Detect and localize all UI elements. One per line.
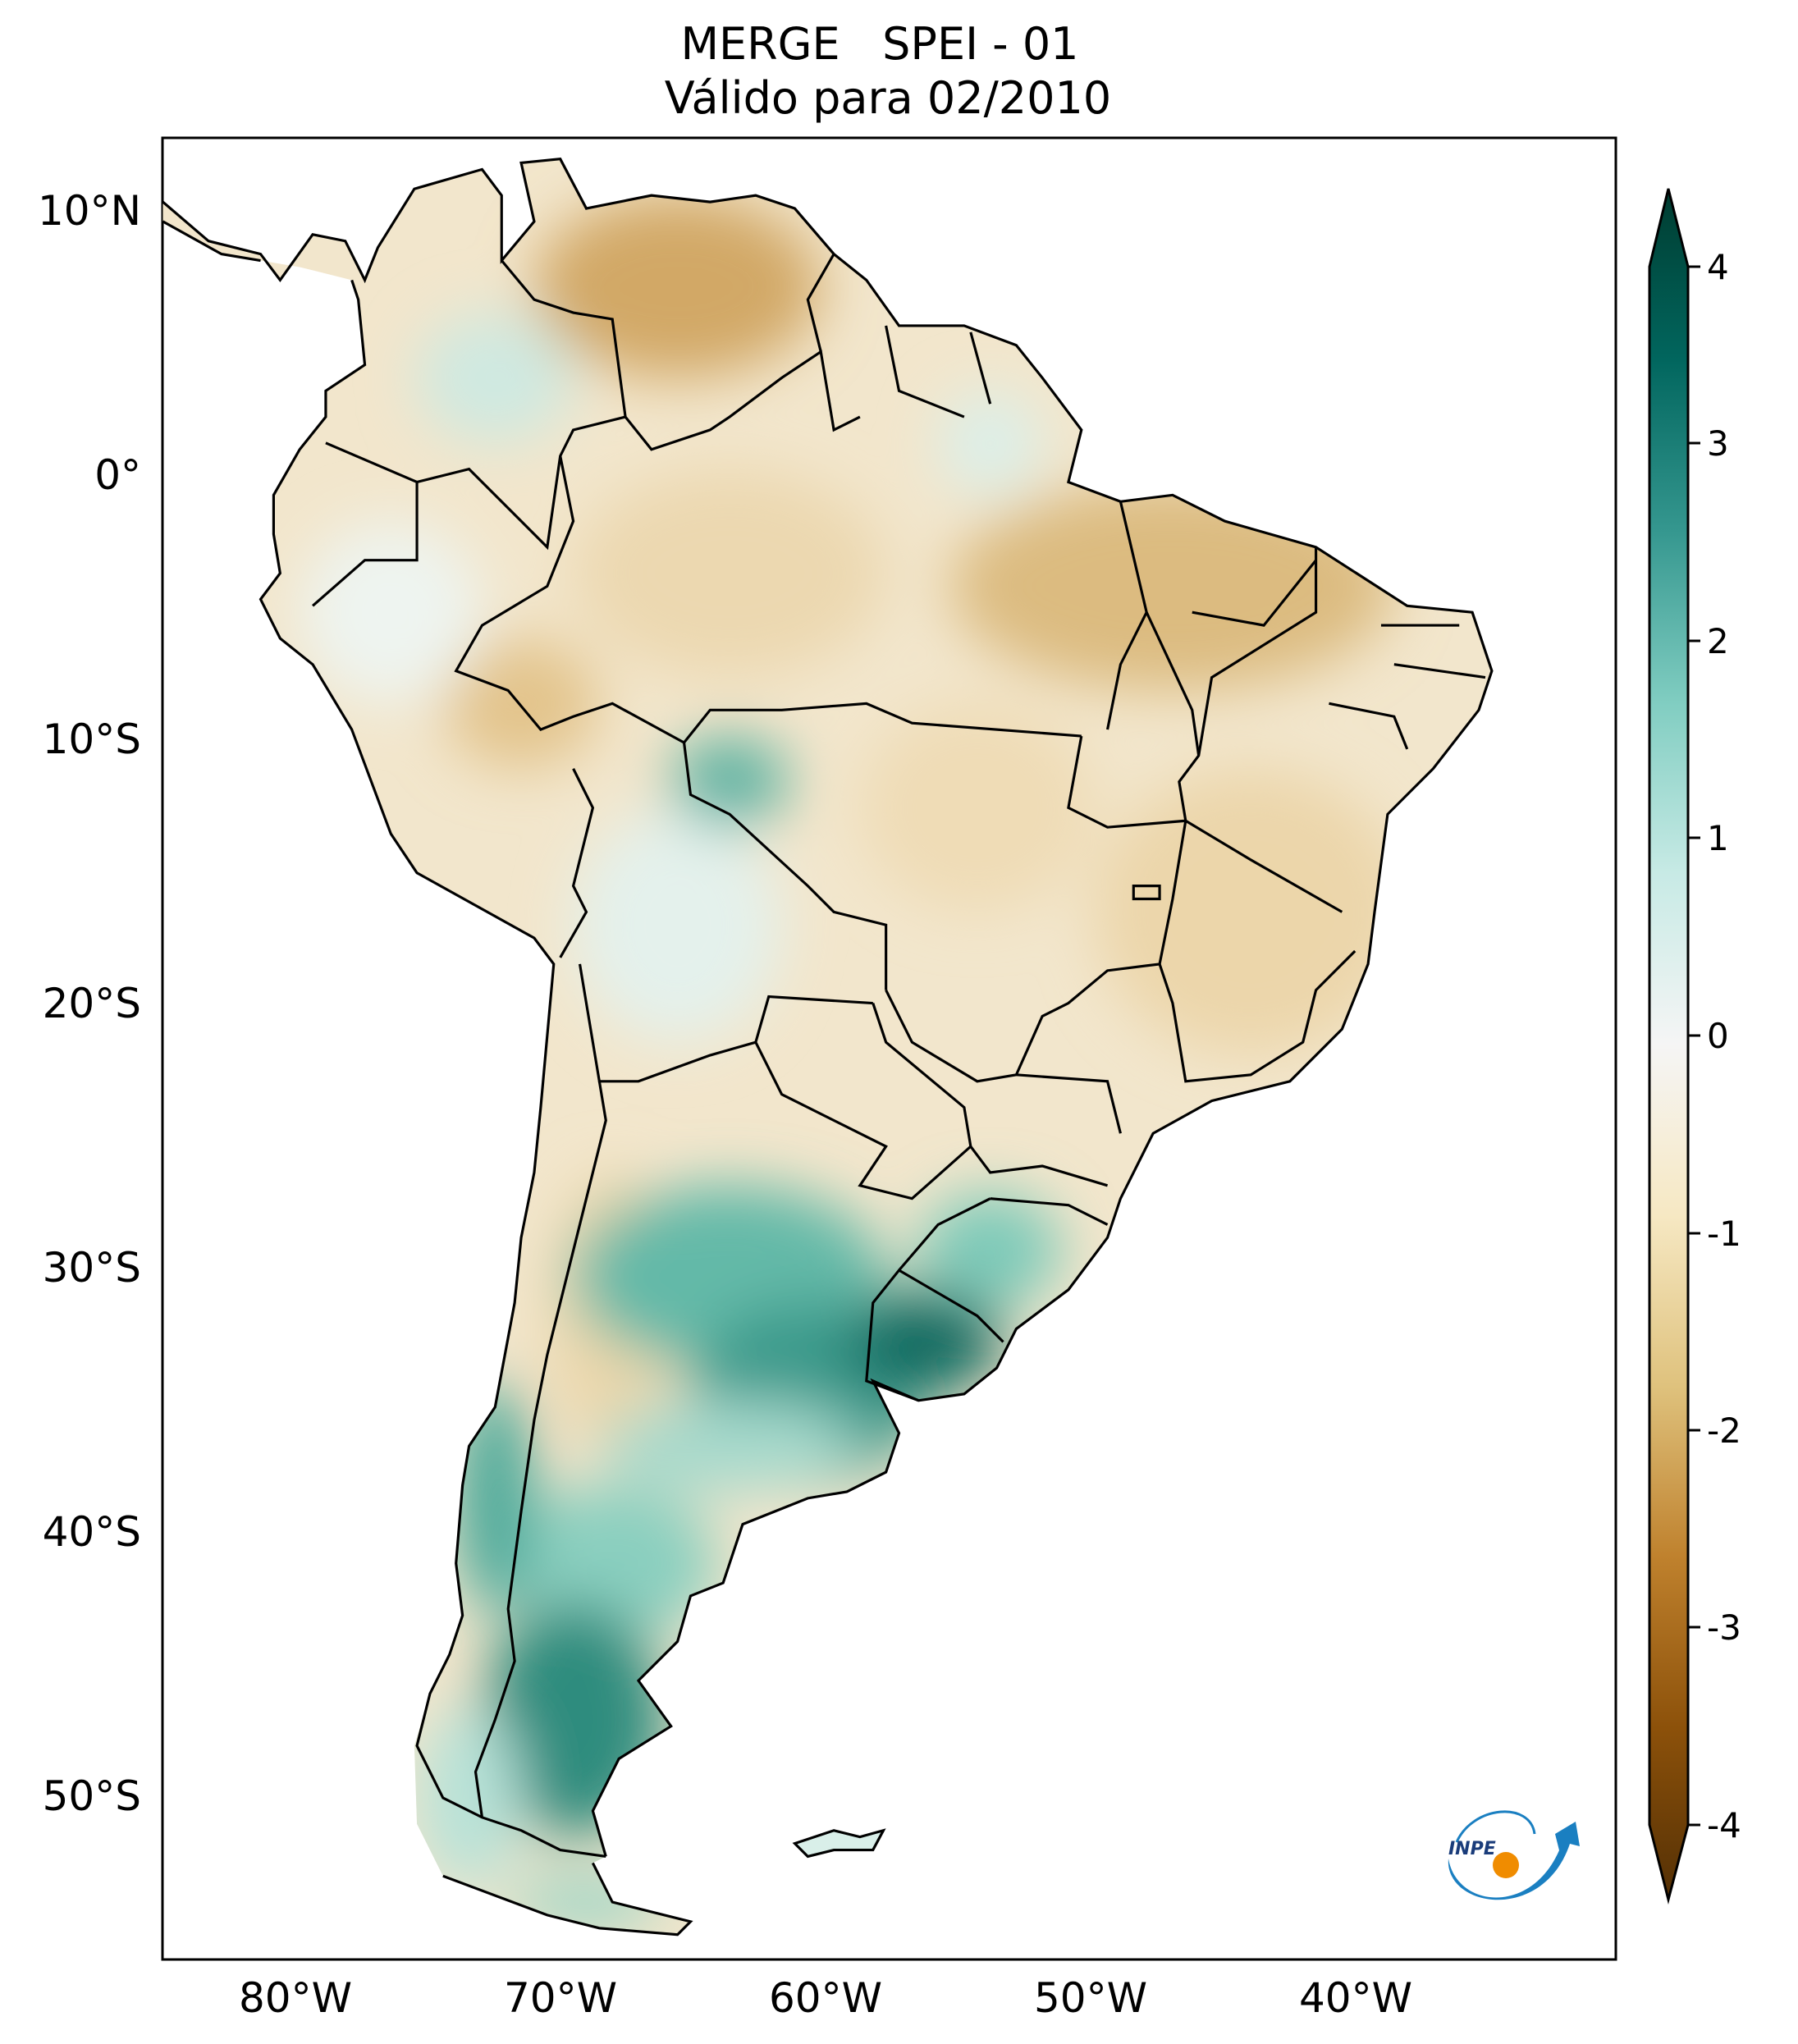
y-tick-label: 30°S — [43, 1244, 141, 1292]
colorbar-tick-label: -1 — [1707, 1214, 1741, 1254]
colorbar-tick-label: 1 — [1707, 818, 1729, 858]
title-line-2: Válido para 02/2010 — [665, 72, 1111, 124]
title-line-1: MERGE SPEI - 01 — [680, 18, 1078, 70]
logo-sun-icon — [1493, 1852, 1519, 1878]
x-tick-label: 80°W — [239, 1974, 352, 2022]
x-tick-label: 70°W — [504, 1974, 617, 2022]
y-tick-label: 10°N — [38, 187, 141, 235]
colorbar-tick-label: 4 — [1707, 247, 1729, 287]
colorbar-tick-label: -3 — [1707, 1607, 1741, 1648]
colorbar-tick-label: 3 — [1707, 423, 1729, 464]
x-tick-label: 60°W — [769, 1974, 882, 2022]
y-tick-label: 40°S — [43, 1508, 141, 1556]
y-tick-label: 20°S — [43, 980, 141, 1027]
y-tick-label: 10°S — [43, 716, 141, 763]
logo-text: INPE — [1448, 1839, 1496, 1859]
inpe-logo: INPE — [1448, 1810, 1580, 1900]
logo-swoosh-icon — [1448, 1822, 1580, 1900]
x-axis-ticks: 80°W 70°W 60°W 50°W 40°W — [239, 1974, 1412, 2022]
colorbar: 4 3 2 1 0 -1 -2 -3 -4 — [1648, 188, 1741, 1905]
y-axis-ticks: 10°N 0° 10°S 20°S 30°S 40°S 50°S — [38, 187, 141, 1820]
colorbar-ticks: 4 3 2 1 0 -1 -2 -3 -4 — [1688, 247, 1741, 1845]
colorbar-tick-label: 0 — [1707, 1016, 1729, 1056]
colorbar-tick-label: 2 — [1707, 621, 1729, 661]
colorbar-tick-label: -4 — [1707, 1805, 1741, 1845]
x-tick-label: 40°W — [1299, 1974, 1412, 2022]
coastline — [162, 158, 1494, 1937]
x-tick-label: 50°W — [1034, 1974, 1147, 2022]
colorbar-tick-label: -2 — [1707, 1411, 1741, 1451]
logo-orbit-icon — [1455, 1810, 1536, 1843]
country-borders — [312, 253, 1486, 1818]
falklands-outline — [792, 1828, 886, 1859]
y-tick-label: 0° — [94, 451, 141, 499]
y-tick-label: 50°S — [43, 1772, 141, 1820]
colorbar-bar — [1648, 188, 1690, 1905]
